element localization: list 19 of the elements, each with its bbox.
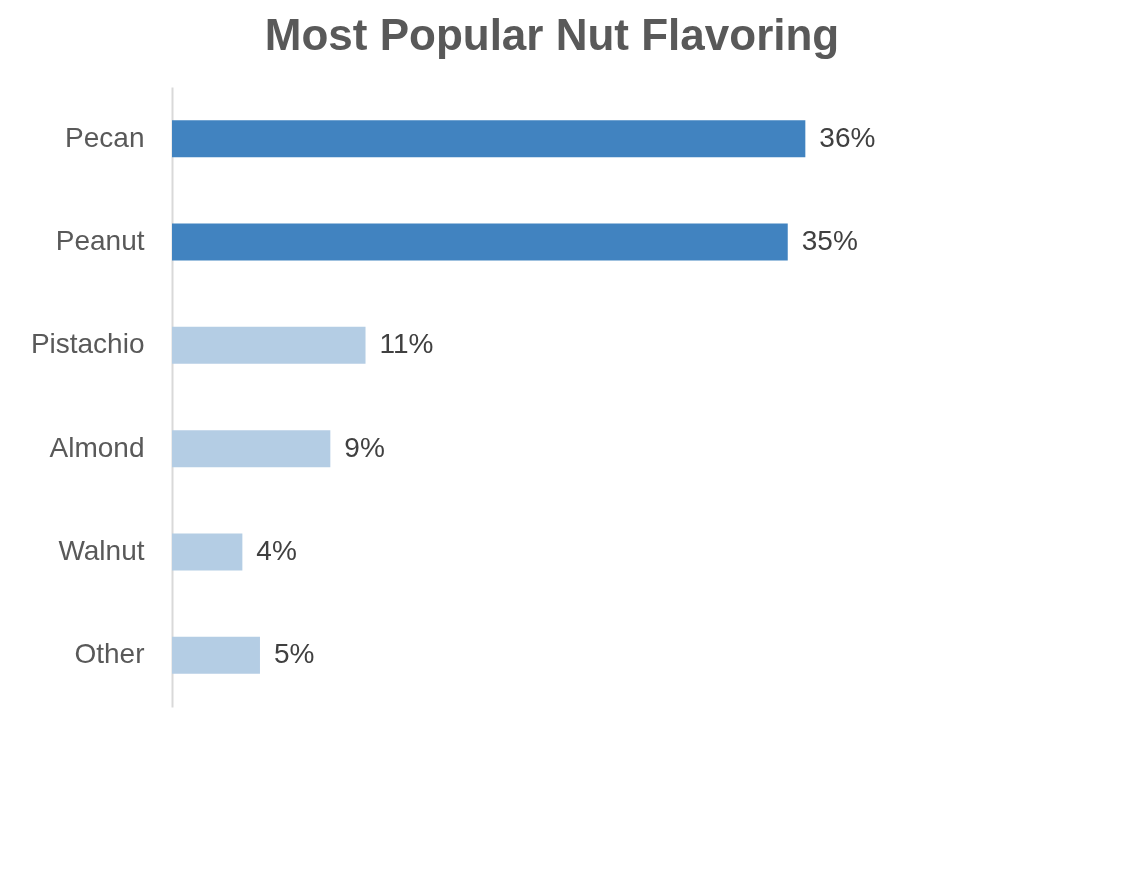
y-tick-label: Walnut [58, 535, 145, 566]
bar [172, 326, 366, 364]
data-label: 9% [344, 431, 385, 463]
data-label: 36% [819, 121, 876, 153]
bar [172, 533, 243, 571]
y-tick-label: Other [74, 638, 145, 670]
y-tick-label: Peanut [55, 225, 145, 256]
data-label: 35% [801, 225, 858, 256]
data-label: 4% [256, 535, 297, 566]
bar [172, 430, 331, 468]
data-label: 11% [379, 328, 434, 360]
data-label: 5% [273, 638, 315, 670]
bar [172, 120, 806, 158]
y-tick-label: Pistachio [30, 328, 145, 360]
bar [172, 636, 260, 674]
y-tick-label: Pecan [65, 121, 145, 153]
y-tick-label: Almond [49, 431, 145, 463]
bar [172, 223, 788, 261]
chart-title: Most Popular Nut Flavoring [264, 10, 840, 59]
